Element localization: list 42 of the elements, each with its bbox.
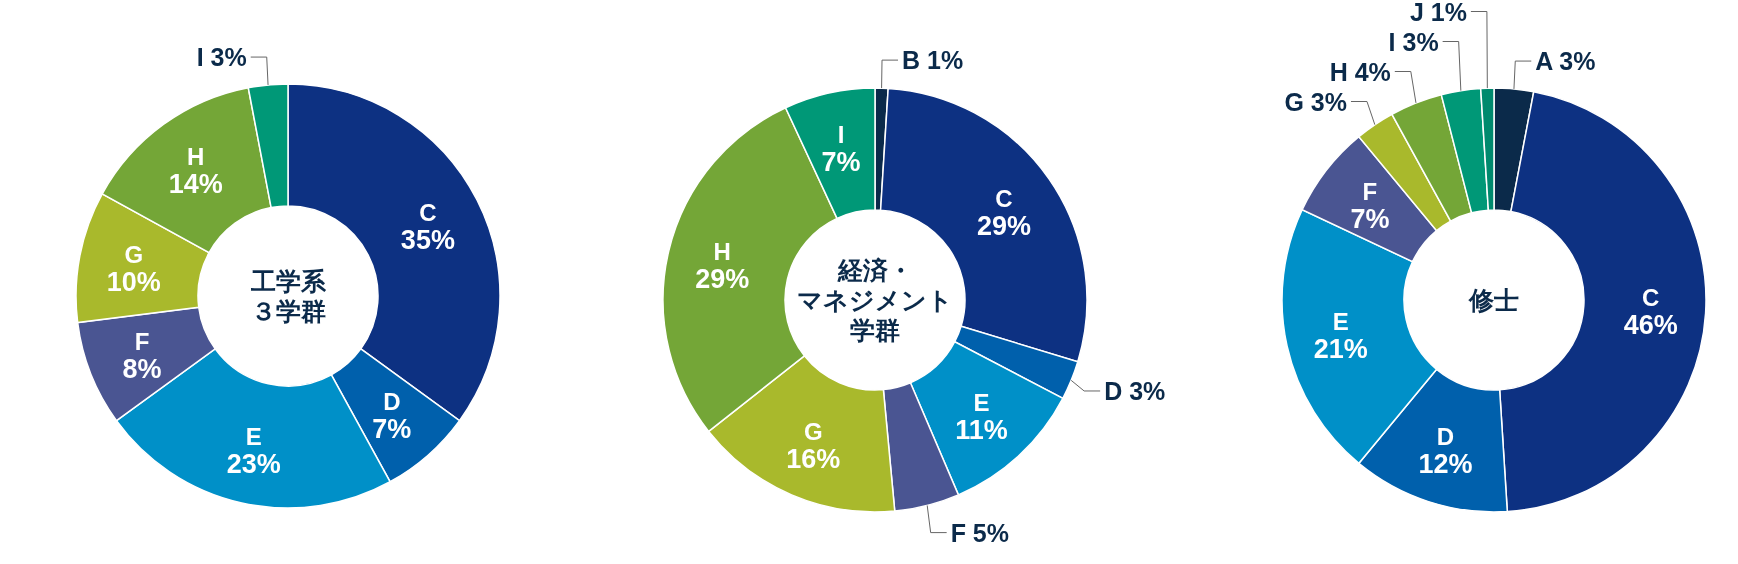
slice-label: I — [837, 120, 845, 148]
slice-label: A 3% — [1535, 47, 1596, 76]
slice-label: E — [1332, 308, 1349, 336]
data-label: 8% — [122, 353, 162, 384]
slice-label: F — [1362, 177, 1378, 205]
data-label: 11% — [955, 415, 1008, 446]
text: 工学系３学群 — [249, 267, 327, 325]
slice-label: I 3% — [1388, 27, 1439, 56]
data-label: 7% — [372, 413, 412, 444]
slice-label: H 4% — [1329, 57, 1391, 86]
text: 修士 — [1468, 286, 1519, 314]
data-label: 21% — [1313, 334, 1368, 365]
slice-label: D — [383, 387, 401, 415]
data-label: 35% — [400, 224, 455, 255]
slice-label: C — [1642, 283, 1660, 311]
data-label: 29% — [695, 263, 750, 294]
slice-label: D — [1436, 423, 1455, 451]
slice-label: C — [419, 198, 437, 226]
slice-label: C — [995, 184, 1013, 212]
data-label: 29% — [976, 210, 1032, 241]
data-label: 10% — [106, 266, 161, 297]
data-label: 46% — [1623, 309, 1678, 340]
slice-label: I 3% — [196, 43, 247, 72]
data-label: 14% — [168, 168, 223, 199]
slice-label: J 1% — [1409, 0, 1467, 26]
slice-label: G — [803, 418, 823, 446]
slice-label: G — [124, 240, 144, 268]
slice-label: F 5% — [950, 518, 1010, 547]
text: 経済・マネジメント学群 — [797, 256, 953, 344]
data-label: 23% — [226, 449, 281, 480]
slice-label: G 3% — [1284, 87, 1347, 116]
data-label: 7% — [1350, 203, 1390, 234]
slice-label: B 1% — [902, 46, 964, 75]
slice-label: E — [245, 423, 262, 451]
slice-label: H — [187, 142, 205, 170]
slice-label: H — [713, 237, 731, 265]
slice-label: E — [973, 389, 990, 417]
slice-label: D 3% — [1104, 376, 1166, 405]
data-label: 16% — [786, 444, 841, 475]
data-label: 7% — [821, 146, 861, 177]
slice-label: F — [134, 327, 150, 355]
data-label: 12% — [1418, 449, 1473, 480]
